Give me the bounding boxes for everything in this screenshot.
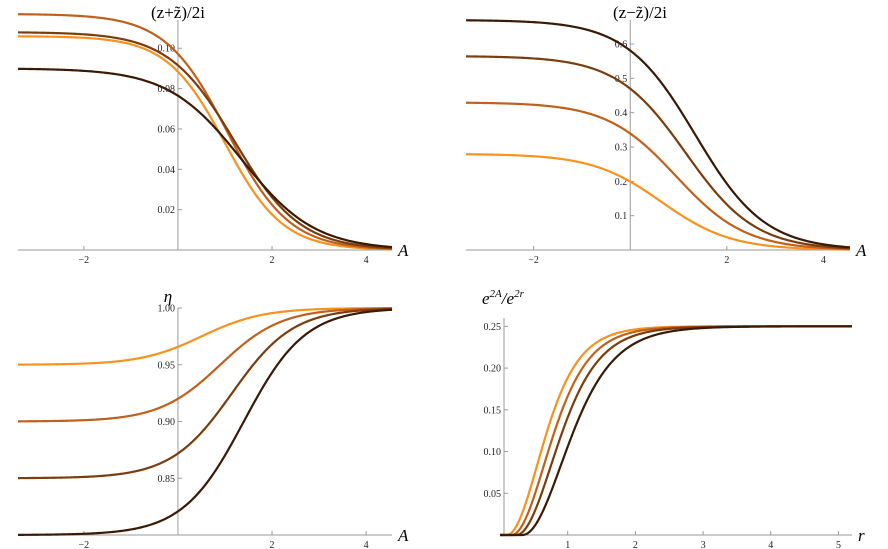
panel-eta-xtick-label: −2 xyxy=(79,540,90,549)
panel-im-curve-1 xyxy=(465,153,851,251)
panel-re-xtick-label: 4 xyxy=(364,255,369,266)
panel-re-curve-2 xyxy=(17,13,393,250)
panel-im-xtick-label: 4 xyxy=(821,255,826,266)
panel-exp-ytick-label: 0.25 xyxy=(484,322,502,333)
panel-im-ytick-label: 0.5 xyxy=(615,74,628,85)
panel-re-title: (z+z̃)/2i xyxy=(151,3,205,22)
panel-eta-xtick-label: 2 xyxy=(270,540,275,549)
panel-im-ytick-label: 0.4 xyxy=(615,108,628,119)
panel-im-curve-3 xyxy=(465,55,851,250)
panel-eta-curve-4 xyxy=(17,308,393,536)
panel-exp-ytick-label: 0.20 xyxy=(484,364,502,375)
panel-im-curve-2 xyxy=(465,101,851,251)
panel-exp-xlabel: r xyxy=(858,526,865,545)
panel-im-xlabel: A xyxy=(855,241,867,260)
panel-eta-ytick-label: 0.90 xyxy=(157,417,175,428)
panel-re-ytick-label: 0.10 xyxy=(157,44,175,55)
panel-im-ytick-label: 0.1 xyxy=(615,211,628,222)
panel-re-curve-1 xyxy=(17,35,393,251)
panel-exp-curve-4 xyxy=(500,325,852,537)
panel-eta-ytick-label: 1.00 xyxy=(157,304,175,315)
panel-re-xtick-label: −2 xyxy=(79,255,90,266)
panel-exp-xtick-label: 5 xyxy=(836,540,841,549)
panel-re-part: (z+z̃)/2i A −2 2 40.020.040.060.080.10 xyxy=(17,3,409,266)
panel-im-ytick-label: 0.3 xyxy=(615,143,628,154)
panel-exp-ytick-label: 0.10 xyxy=(484,447,502,458)
panel-re-xlabel: A xyxy=(397,241,409,260)
panel-exp-title: e2A/e2r xyxy=(482,288,525,308)
panel-re-ytick-label: 0.04 xyxy=(157,165,175,176)
panel-exp-curve-2 xyxy=(500,325,852,537)
panel-eta-xlabel: A xyxy=(397,526,409,545)
panel-re-curve-4 xyxy=(17,67,393,249)
panel-exp-xtick-label: 2 xyxy=(633,540,638,549)
panel-eta-curve-2 xyxy=(17,307,393,423)
panel-exp-ytick-label: 0.15 xyxy=(484,405,502,416)
panel-re-curve-3 xyxy=(17,31,393,250)
panel-im-part: (z−z̃)/2i A −2 2 40.10.20.30.40.50.6 xyxy=(465,3,867,266)
panel-exp-xtick-label: 1 xyxy=(565,540,570,549)
panel-eta-ytick-label: 0.85 xyxy=(157,474,175,485)
panel-eta-xtick-label: 4 xyxy=(364,540,369,549)
panel-exp-curve-3 xyxy=(500,325,852,537)
panel-exp-part: e2A/e2r r 1 2 3 4 5 0.05 0.10 0.15 0.20 0.25 xyxy=(482,288,865,549)
panel-eta-part: η A −2 2 4 0.85 0.90 0.95 1.00 xyxy=(17,287,409,549)
panel-re-ytick-label: 0.02 xyxy=(157,205,175,216)
panel-eta-curve-1 xyxy=(17,307,393,366)
panel-im-xtick-label: −2 xyxy=(528,255,539,266)
panel-exp-xtick-label: 4 xyxy=(768,540,773,549)
panel-exp-xtick-label: 3 xyxy=(701,540,706,549)
panel-im-curve-4 xyxy=(465,19,851,249)
panel-im-title: (z−z̃)/2i xyxy=(613,3,667,22)
panel-exp-curve-1 xyxy=(500,325,852,537)
panel-im-ytick-label: 0.2 xyxy=(615,177,628,188)
panel-exp-ytick-label: 0.05 xyxy=(484,489,502,500)
panel-eta-title: η xyxy=(164,287,172,306)
panel-eta-ytick-label: 0.95 xyxy=(157,360,175,371)
panel-re-xtick-label: 2 xyxy=(270,255,275,266)
panel-eta-curve-3 xyxy=(18,307,393,480)
panel-im-xtick-label: 2 xyxy=(724,255,729,266)
panel-re-ytick-label: 0.06 xyxy=(157,124,175,135)
